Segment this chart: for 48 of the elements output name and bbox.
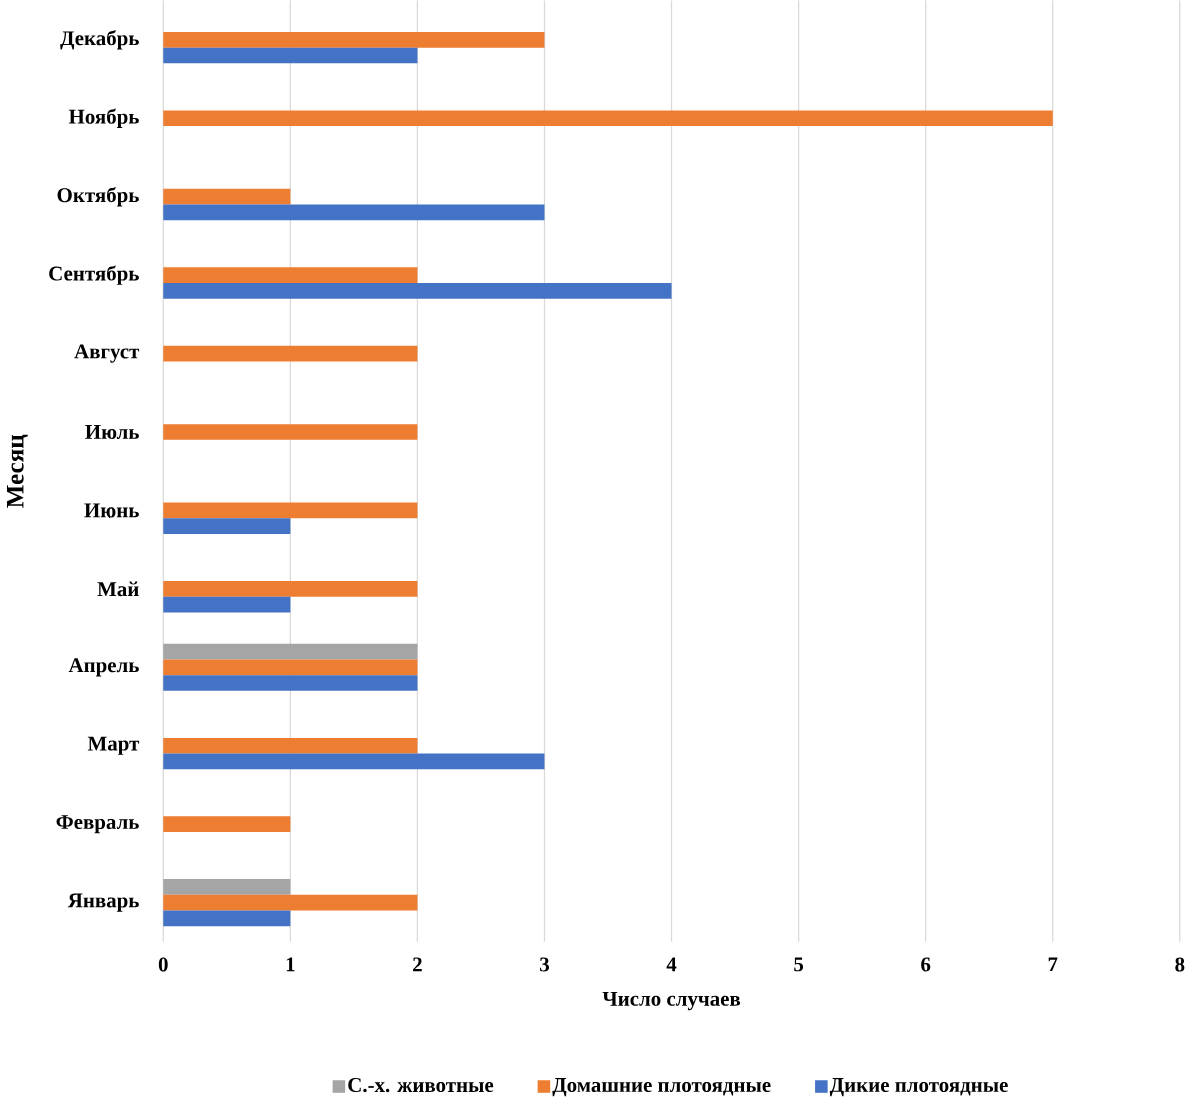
bar <box>163 643 418 660</box>
y-tick-label: Ноябрь <box>68 108 139 128</box>
y-tick-label: Май <box>97 581 139 597</box>
bar <box>163 816 291 832</box>
bar <box>163 31 545 48</box>
y-tick-label: Февраль <box>56 815 139 834</box>
bar <box>163 204 545 221</box>
bar <box>163 47 418 64</box>
bar <box>163 518 291 534</box>
x-tick-label: 1 <box>286 957 295 972</box>
bar <box>163 659 418 676</box>
bar <box>163 424 418 440</box>
x-tick-label: 6 <box>921 957 931 972</box>
bar <box>163 753 545 770</box>
x-tick-label: 8 <box>1175 957 1185 972</box>
y-tick-label: Август <box>74 344 140 363</box>
legend-label: Дикие плотоядные <box>829 1078 1008 1097</box>
bar <box>163 502 418 519</box>
y-tick-label: Декабрь <box>60 30 139 50</box>
y-tick-label: Март <box>87 736 140 755</box>
bar <box>163 675 418 691</box>
x-tick-label: 0 <box>158 957 168 972</box>
bar <box>163 894 418 911</box>
x-tick-label: 3 <box>540 957 549 972</box>
legend-label: С.-х. животные <box>348 1077 494 1093</box>
bar <box>163 596 291 613</box>
bar <box>163 110 1053 127</box>
bar <box>163 580 418 597</box>
y-tick-label: Июль <box>85 424 139 439</box>
y-tick-label: Апрель <box>68 658 139 677</box>
y-tick-label: Сентябрь <box>49 265 139 285</box>
bar <box>163 879 291 895</box>
bar <box>163 345 418 362</box>
bar <box>163 188 291 205</box>
legend-label: Домашние плотоядные <box>552 1078 771 1097</box>
bar <box>163 282 672 299</box>
bar <box>163 267 418 283</box>
y-tick-label: Январь <box>67 893 139 912</box>
bar <box>163 910 291 927</box>
y-tick-label: Июнь <box>84 503 139 518</box>
x-tick-label: 4 <box>666 957 677 972</box>
x-tick-label: 5 <box>794 957 804 972</box>
x-tick-label: 2 <box>413 957 422 972</box>
y-tick-label: Октябрь <box>57 186 139 207</box>
x-tick-label: 7 <box>1048 957 1058 972</box>
bar <box>163 737 418 754</box>
y-axis-title: Месяц <box>6 434 28 508</box>
x-axis-title: Число случаев <box>602 991 741 1011</box>
